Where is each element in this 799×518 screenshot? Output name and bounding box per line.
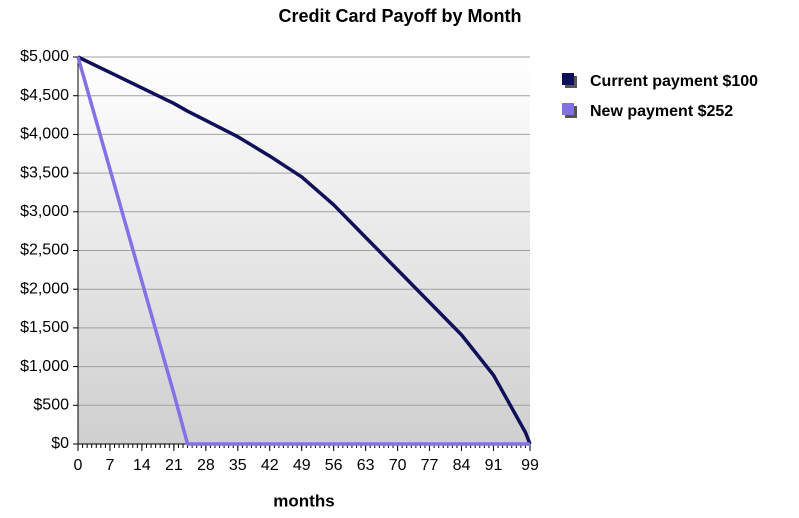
series-line	[77, 55, 532, 445]
y-tick-label: $500	[33, 397, 69, 414]
y-tick-label: $2,500	[20, 242, 69, 259]
y-tick-label: $3,000	[20, 203, 69, 220]
x-tick-label: 63	[357, 457, 375, 474]
y-tick-label: $0	[51, 435, 69, 452]
y-tick-label: $1,000	[20, 358, 69, 375]
x-tick-label: 35	[229, 457, 247, 474]
x-axis-label: months	[273, 491, 334, 510]
x-tick-label: 99	[521, 457, 539, 474]
y-tick-label: $1,500	[20, 319, 69, 336]
x-tick-label: 91	[485, 457, 503, 474]
x-tick-label: 56	[325, 457, 343, 474]
y-tick-label: $4,000	[20, 126, 69, 143]
x-tick-label: 0	[74, 457, 83, 474]
x-tick-label: 49	[293, 457, 311, 474]
x-tick-label: 7	[106, 457, 115, 474]
x-tick-label: 28	[197, 457, 215, 474]
chart-title: Credit Card Payoff by Month	[278, 6, 521, 26]
y-tick-label: $4,500	[20, 87, 69, 104]
y-tick-label: $5,000	[20, 48, 69, 65]
series-line	[76, 56, 530, 446]
x-tick-label: 21	[165, 457, 183, 474]
x-tick-label: 42	[261, 457, 279, 474]
x-tick-label: 77	[421, 457, 439, 474]
y-tick-label: $2,000	[20, 280, 69, 297]
x-tick-label: 70	[389, 457, 407, 474]
legend-label: New payment $252	[590, 103, 733, 120]
x-tick-label: 14	[133, 457, 151, 474]
legend-swatch	[562, 103, 574, 115]
legend-swatch	[562, 73, 574, 85]
x-tick-label: 84	[453, 457, 471, 474]
legend-label: Current payment $100	[590, 73, 758, 90]
y-tick-label: $3,500	[20, 164, 69, 181]
